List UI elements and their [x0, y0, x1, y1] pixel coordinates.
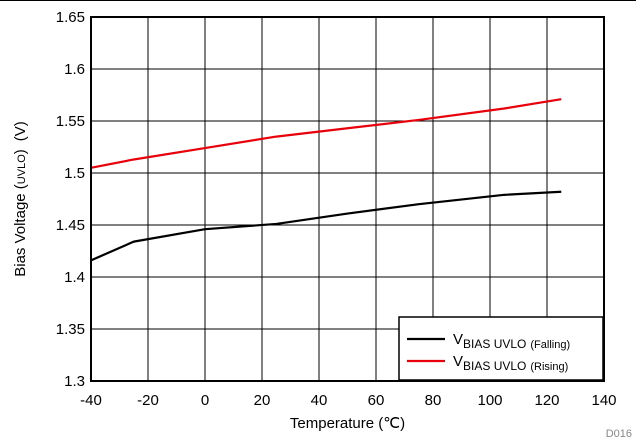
legend-label-rising: VBIAS UVLO (Rising) — [453, 353, 568, 373]
y-tick-label: 1.6 — [64, 61, 85, 78]
series-lines — [90, 98, 562, 262]
legend-label-main: V — [453, 331, 463, 348]
y-tick-label: 1.45 — [56, 217, 85, 234]
y-tick-label: 1.35 — [56, 321, 85, 338]
x-tick-labels: -40 -20 0 20 40 60 80 100 120 140 — [80, 392, 616, 409]
legend-label-suffix: (Rising) — [530, 361, 568, 373]
y-axis-title-unit: (V) — [12, 121, 29, 141]
x-tick-label: 60 — [368, 392, 385, 409]
y-tick-label: 1.55 — [56, 113, 85, 130]
plot-frame — [90, 16, 605, 382]
y-tick-label: 1.65 — [56, 9, 85, 26]
top-rule — [0, 0, 636, 1]
y-tick-label: 1.5 — [64, 165, 85, 182]
legend-label-subscript: BIAS UVLO — [463, 337, 526, 351]
y-axis-title: Bias Voltage (UVLO) (V) — [12, 121, 29, 277]
legend-label-suffix: (Falling) — [530, 339, 570, 351]
y-axis-title-subscript: UVLO — [16, 154, 28, 184]
x-tick-label: 0 — [201, 392, 209, 409]
x-tick-label: 140 — [591, 392, 616, 409]
x-tick-label: -20 — [137, 392, 159, 409]
legend-label-falling: VBIAS UVLO (Falling) — [453, 331, 570, 351]
y-axis-title-main: Bias Voltage ( — [12, 184, 29, 277]
x-tick-label: 120 — [534, 392, 559, 409]
y-tick-label: 1.4 — [64, 269, 85, 286]
legend: VBIAS UVLO (Falling) VBIAS UVLO (Rising) — [398, 316, 604, 381]
legend-label-main: V — [453, 353, 463, 370]
y-axis-title-close: ) — [12, 149, 29, 154]
y-tick-label: 1.3 — [64, 373, 85, 390]
series-line-falling — [90, 190, 562, 262]
x-tick-label: 100 — [477, 392, 502, 409]
x-tick-label: -40 — [80, 392, 102, 409]
x-axis-title: Temperature (℃) — [290, 415, 405, 432]
x-tick-label: 40 — [311, 392, 328, 409]
series-line-rising — [90, 98, 562, 169]
figure-id: D016 — [606, 428, 632, 440]
legend-box — [398, 316, 604, 381]
x-tick-label: 80 — [425, 392, 442, 409]
legend-label-subscript: BIAS UVLO — [463, 359, 526, 373]
x-tick-label: 20 — [254, 392, 271, 409]
y-tick-labels: 1.3 1.35 1.4 1.45 1.5 1.55 1.6 1.65 — [56, 9, 85, 390]
